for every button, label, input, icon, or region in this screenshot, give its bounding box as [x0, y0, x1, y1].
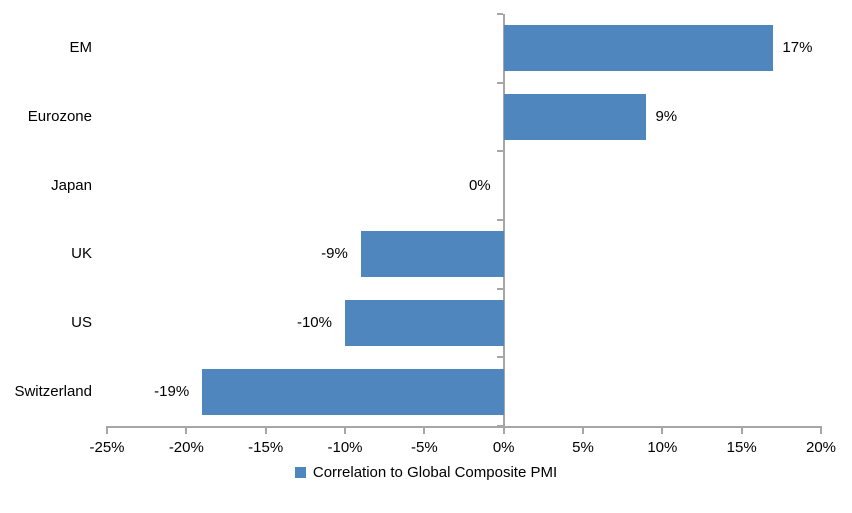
bar [202, 368, 504, 415]
value-label: -9% [321, 245, 348, 263]
x-axis-tick [344, 428, 346, 434]
x-tick-label: 0% [492, 439, 515, 456]
category-label: Eurozone [27, 108, 92, 125]
x-axis-tick [264, 428, 267, 434]
value-label: 17% [782, 39, 813, 57]
x-axis-tick [502, 428, 505, 434]
bar [503, 25, 774, 72]
x-axis-tick [661, 428, 664, 434]
y-axis-tick [496, 219, 503, 221]
x-axis-tick [106, 428, 108, 434]
legend-label: Correlation to Global Composite PMI [312, 464, 558, 481]
x-tick-label: -25% [89, 439, 125, 456]
y-axis-tick [496, 356, 503, 359]
x-tick-label: -5% [410, 439, 438, 456]
legend: Correlation to Global Composite PMI [0, 464, 852, 481]
bar [360, 231, 504, 278]
x-axis-tick [185, 428, 188, 434]
value-label: 9% [655, 108, 678, 125]
x-tick-label: -20% [168, 439, 204, 456]
value-label: -19% [154, 382, 190, 400]
bar [345, 300, 504, 346]
category-label: Switzerland [14, 382, 92, 400]
x-tick-label: -15% [248, 439, 284, 456]
x-axis-line [106, 426, 822, 428]
y-axis-line [502, 14, 505, 426]
x-tick-label: -10% [327, 439, 363, 456]
x-axis-tick [423, 428, 426, 434]
value-label: 0% [468, 176, 491, 194]
x-axis-tick [820, 428, 822, 434]
x-axis-tick [740, 428, 743, 434]
x-axis-tick [582, 428, 584, 434]
x-tick-label: 5% [572, 439, 594, 456]
y-axis-tick [496, 13, 503, 15]
category-label: US [71, 314, 92, 331]
y-axis-tick [496, 81, 503, 84]
x-tick-label: 15% [726, 439, 757, 456]
y-axis-tick [496, 287, 503, 290]
category-label: UK [71, 245, 92, 263]
value-label: -10% [296, 314, 332, 331]
x-tick-label: 20% [805, 439, 837, 456]
x-tick-label: 10% [647, 439, 678, 456]
category-label: EM [69, 39, 93, 57]
legend-swatch-icon [294, 467, 306, 478]
bar [503, 94, 647, 140]
y-axis-tick [496, 150, 503, 153]
category-label: Japan [51, 176, 92, 194]
